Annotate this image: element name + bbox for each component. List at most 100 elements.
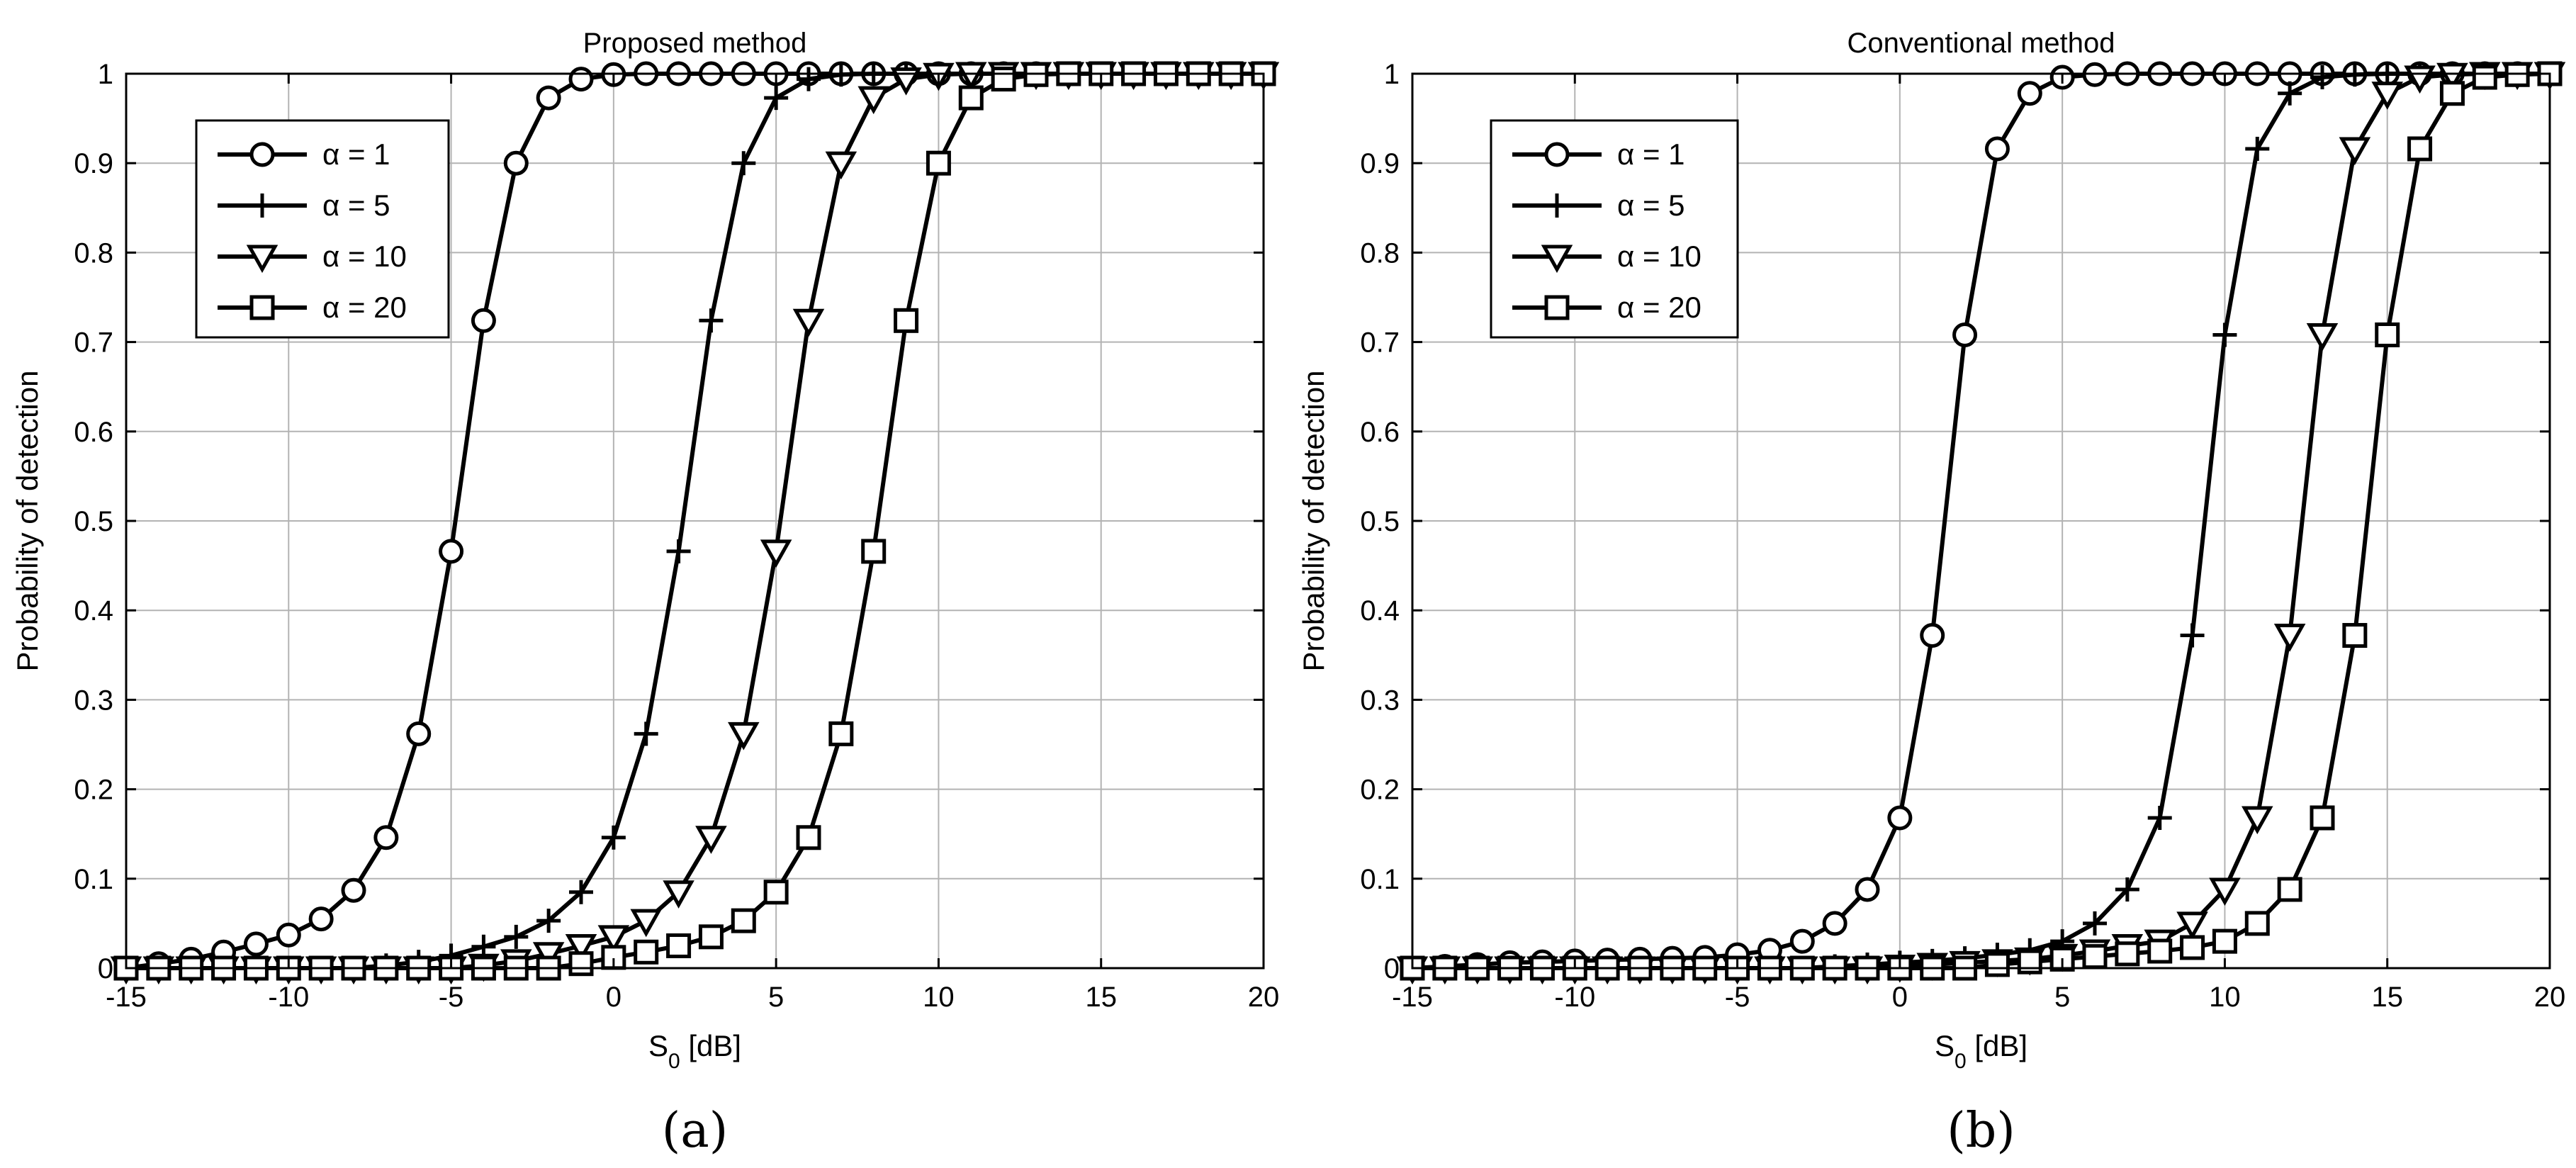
panel-b-series-1-point-26 — [2245, 137, 2270, 162]
panel-b-series-3-point-30 — [2375, 322, 2400, 348]
panel-a-series-1-point-19 — [731, 151, 756, 176]
panel-b-x-tick-label-7: 20 — [2534, 982, 2566, 1013]
panel-b-x-tick-label-5: 10 — [2209, 982, 2241, 1013]
panel-b-series-3-point-26 — [2244, 911, 2270, 936]
panel-a-series-1-point-20 — [764, 86, 789, 111]
panel-b-x-tick-label-2: -5 — [1725, 982, 1750, 1013]
panel-a-x-axis-label: S0 [dB] — [648, 1029, 741, 1073]
panel-a-series-0-point-14 — [568, 67, 594, 92]
panel-a-x-tick-label-6: 15 — [1085, 982, 1117, 1013]
panel-a-x-axis-label-sub: 0 — [668, 1050, 680, 1073]
panel-a-y-tick-label-3: 0.3 — [74, 685, 113, 716]
panel-a-series-1-point-13 — [536, 909, 561, 933]
panel-a-y-tick-label-8: 0.8 — [74, 237, 113, 269]
panel-b-y-tick-label-6: 0.6 — [1360, 417, 1400, 448]
panel-b-panel-label: (b) — [1947, 1103, 2015, 1159]
panel-a-x-tick-label-4: 5 — [768, 982, 784, 1013]
panel-a-x-tick-label-7: 20 — [1248, 982, 1280, 1013]
panel-b-x-tick-label-1: -10 — [1554, 982, 1595, 1013]
panel-a-legend-label-2: α = 10 — [322, 240, 407, 273]
panel-b-series-2-point-25 — [2209, 877, 2241, 906]
panel-b-x-axis-label-unit: [dB] — [1967, 1029, 2027, 1062]
panel-b-series-1-point-27 — [2278, 81, 2302, 106]
panel-b-x-tick-label-3: 0 — [1892, 982, 1908, 1013]
panel-a-series-3-point-21 — [796, 825, 821, 850]
panel-a-title: Proposed method — [583, 28, 807, 59]
panel-b-x-tick-label-4: 5 — [2054, 982, 2070, 1013]
panel-b-series-0-point-13 — [1822, 911, 1847, 936]
panel-b-series-3-point-19 — [2017, 949, 2042, 975]
panel-a-legend-label-0: α = 1 — [322, 137, 390, 171]
panel-b-series-3-point-23 — [2147, 938, 2173, 964]
panel-b-series-1-point-28 — [2310, 65, 2334, 90]
panel-b-series-3-point-31 — [2407, 136, 2433, 162]
panel-a-series-1-point-18 — [699, 308, 724, 333]
panel-b-series-0-point-16 — [1920, 623, 1945, 648]
panel-b-y-tick-label-5: 0.5 — [1360, 506, 1400, 537]
panel-a-series-2-point-14 — [565, 933, 597, 962]
panel-a-series-2-point-24 — [890, 67, 922, 96]
panel-b-series-0-point-17 — [1952, 322, 1978, 348]
panel-b-series-0-point-19 — [2017, 81, 2042, 106]
panel-a-series-1-point-14 — [569, 880, 593, 904]
panel-a-panel-label: (a) — [662, 1103, 729, 1159]
panel-b-series-3-point-33 — [2472, 64, 2497, 90]
panel-a-series-3-point-27 — [991, 67, 1016, 92]
panel-a-series-2-point-26 — [955, 62, 987, 91]
panel-a-series-2-point-22 — [825, 151, 857, 180]
panel-b-x-tick-label-6: 15 — [2371, 982, 2403, 1013]
panel-b-legend: α = 1 α = 5 α = 10 α = 20 — [1490, 119, 1739, 339]
panel-a-series-0-point-4 — [243, 931, 269, 957]
panel-a-series-3-point-24 — [894, 308, 919, 333]
panel-a-y-tick-label-1: 0.1 — [74, 864, 113, 895]
panel-b-y-tick-label-2: 0.2 — [1360, 775, 1400, 806]
panel-a-series-0-point-8 — [373, 825, 399, 850]
panel-b-series-3-point-18 — [1984, 952, 2010, 977]
panel-a-series-1-point-15 — [601, 825, 626, 850]
panel-a-y-tick-label-6: 0.6 — [74, 417, 113, 448]
panel-a-series-3-point-23 — [861, 539, 887, 564]
panel-b-series-1-point-25 — [2212, 322, 2237, 347]
panel-a-y-tick-label-4: 0.4 — [74, 595, 113, 627]
panel-b-series-0-point-12 — [1789, 928, 1815, 954]
panel-b-title: Conventional method — [1847, 28, 2115, 59]
panel-a-legend-label-3: α = 20 — [322, 291, 407, 324]
panel-b-series-3-point-25 — [2212, 928, 2237, 954]
panel-a-series-0-point-13 — [536, 85, 561, 111]
panel-b: -15 -10 -5 0 5 10 15 2000.10.20.30.40.50.60.70.… — [1297, 28, 2566, 1159]
panel-a-x-axis-label-unit: [dB] — [680, 1029, 741, 1062]
panel-b-series-3-point-28 — [2310, 805, 2335, 831]
panel-a-series-1-point-17 — [666, 539, 691, 563]
panel-b-y-tick-label-9: 0.9 — [1360, 148, 1400, 179]
panel-b-legend-label-2: α = 10 — [1617, 240, 1702, 273]
panel-b-series-0-point-15 — [1887, 805, 1913, 831]
panel-a-series-2-point-15 — [597, 925, 630, 953]
panel-a-x-tick-label-0: -15 — [106, 982, 147, 1013]
panel-b-x-axis-label-main: S — [1935, 1029, 1955, 1062]
panel-b-legend-label-0: α = 1 — [1617, 137, 1685, 171]
panel-b-legend-marker-2 — [1541, 245, 1573, 274]
panel-b-y-tick-label-0: 0 — [1384, 953, 1400, 984]
panel-a-series-0-point-9 — [406, 721, 432, 746]
panel-a-x-tick-label-2: -5 — [439, 982, 464, 1013]
panel-b-series-3-point-32 — [2439, 81, 2465, 106]
panel-a-series-3-point-20 — [763, 880, 789, 905]
panel-a-y-tick-label-5: 0.5 — [74, 506, 113, 537]
panel-b-x-axis-label: S0 [dB] — [1935, 1029, 2027, 1073]
panel-a-series-2-point-13 — [532, 942, 565, 970]
panel-b-series-3 — [1400, 61, 2563, 981]
panel-a-series-2-point-19 — [728, 721, 760, 751]
panel-b-y-tick-label-4: 0.4 — [1360, 595, 1400, 627]
panel-a-series-0-point-12 — [503, 150, 529, 176]
panel-a-series-2-point-23 — [857, 86, 889, 115]
panel-b-series-3-point-27 — [2277, 877, 2302, 902]
panel-b-series-1-point-21 — [2083, 911, 2107, 936]
panel-a-series-0-point-11 — [471, 308, 496, 333]
panel-b-y-tick-label-10: 1 — [1384, 59, 1400, 90]
panel-a-x-tick-label-3: 0 — [606, 982, 621, 1013]
panel-b-y-axis-label: Probability of detection — [1297, 371, 1330, 672]
panel-a-y-tick-label-0: 0 — [98, 953, 113, 984]
panel-a-series-3-point-22 — [828, 721, 854, 746]
panel-a-y-tick-label-7: 0.7 — [74, 327, 113, 359]
panel-b-series-3-point-21 — [2082, 944, 2108, 970]
